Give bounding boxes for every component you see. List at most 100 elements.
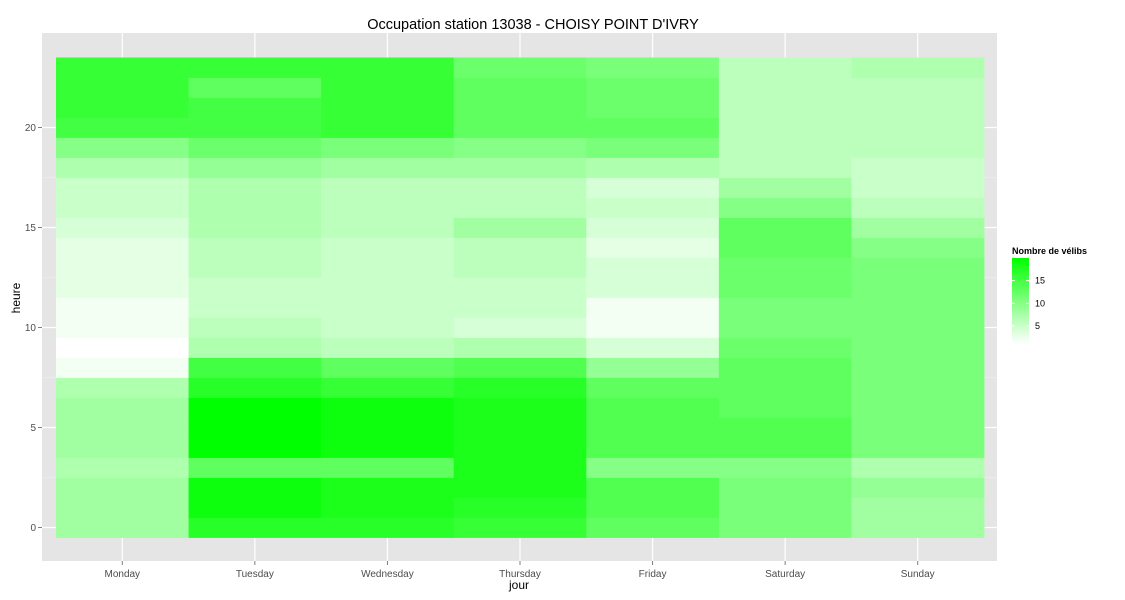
heatmap-cell <box>453 417 587 438</box>
legend-tick-label: 10 <box>1035 298 1045 308</box>
heatmap-cell <box>718 457 852 478</box>
heatmap-cell <box>851 357 985 378</box>
heatmap-cell <box>453 117 587 138</box>
heatmap-cell <box>56 337 189 358</box>
heatmap-cell <box>718 237 852 258</box>
heatmap-cell <box>718 217 852 238</box>
heatmap-cell <box>188 197 322 218</box>
heatmap-cell <box>188 97 322 118</box>
heatmap-cell <box>718 377 852 398</box>
heatmap-cell <box>718 357 852 378</box>
y-tick-label: 15 <box>25 223 37 234</box>
heatmap-cell <box>453 177 587 198</box>
heatmap-cell <box>188 257 322 278</box>
heatmap-cell <box>851 457 985 478</box>
heatmap-cell <box>321 257 455 278</box>
heatmap-cell <box>586 77 720 98</box>
heatmap-cell <box>851 277 985 298</box>
heatmap-cell <box>718 137 852 158</box>
x-tick-label: Monday <box>104 569 140 580</box>
heatmap-cell <box>586 457 720 478</box>
heatmap-cell <box>321 137 455 158</box>
y-tick-label: 10 <box>25 323 37 334</box>
heatmap-cell <box>453 97 587 118</box>
heatmap-cell <box>586 517 720 538</box>
heatmap-cell <box>851 57 985 78</box>
heatmap-cell <box>56 317 189 338</box>
heatmap-cell <box>718 57 852 78</box>
heatmap-cell <box>453 157 587 178</box>
y-tick-label: 5 <box>30 423 36 434</box>
heatmap-cell <box>188 317 322 338</box>
heatmap-cell <box>718 417 852 438</box>
heatmap-cell <box>718 437 852 458</box>
heatmap-cell <box>718 397 852 418</box>
heatmap-cell <box>56 97 189 118</box>
heatmap-cell <box>453 217 587 238</box>
heatmap-cell <box>56 457 189 478</box>
heatmap-cell <box>453 277 587 298</box>
heatmap-cell <box>321 217 455 238</box>
y-axis-title: heure <box>9 282 23 313</box>
heatmap-cell <box>851 517 985 538</box>
heatmap-cell <box>586 97 720 118</box>
heatmap-cell <box>453 457 587 478</box>
heatmap-cell <box>586 157 720 178</box>
heatmap-cell <box>851 497 985 518</box>
y-tick-label: 0 <box>30 523 36 534</box>
heatmap-cell <box>188 517 322 538</box>
heatmap-cell <box>851 337 985 358</box>
heatmap-cell <box>851 417 985 438</box>
heatmap-cell <box>851 377 985 398</box>
legend-title: Nombre de vélibs <box>1012 246 1087 256</box>
heatmap-cell <box>56 57 189 78</box>
heatmap-cell <box>321 117 455 138</box>
heatmap-cell <box>321 277 455 298</box>
heatmap-cell <box>851 137 985 158</box>
heatmap-cell <box>586 417 720 438</box>
heatmap-cell <box>321 317 455 338</box>
heatmap-cell <box>718 77 852 98</box>
heatmap-cell <box>188 357 322 378</box>
heatmap-cell <box>453 337 587 358</box>
heatmap-cell <box>453 317 587 338</box>
heatmap-cell <box>718 497 852 518</box>
heatmap-cell <box>321 377 455 398</box>
heatmap-cell <box>586 57 720 78</box>
heatmap-cell <box>56 117 189 138</box>
heatmap-cell <box>453 197 587 218</box>
heatmap-cell <box>188 417 322 438</box>
y-axis: 0 5 10 15 20 <box>25 123 42 534</box>
heatmap-cell <box>321 477 455 498</box>
heatmap-cell <box>188 157 322 178</box>
heatmap-cell <box>321 457 455 478</box>
heatmap-cell <box>321 337 455 358</box>
heatmap-cell <box>188 237 322 258</box>
legend-tick-label: 5 <box>1035 321 1040 331</box>
heatmap-cell <box>321 57 455 78</box>
heatmap-cell <box>718 97 852 118</box>
heatmap-cell <box>321 297 455 318</box>
heatmap-cell <box>851 77 985 98</box>
heatmap-cell <box>188 217 322 238</box>
heatmap-cell <box>321 437 455 458</box>
legend-color-bar <box>1012 258 1029 344</box>
heatmap-cell <box>453 357 587 378</box>
heatmap-cell <box>851 217 985 238</box>
heatmap-cell <box>851 397 985 418</box>
x-tick-label: Saturday <box>765 569 805 580</box>
x-tick-label: Tuesday <box>236 569 274 580</box>
heatmap-cell <box>586 337 720 358</box>
heatmap-cell <box>321 237 455 258</box>
heatmap-cell <box>718 177 852 198</box>
heatmap-cell <box>321 417 455 438</box>
heatmap-cell <box>453 497 587 518</box>
heatmap-cell <box>188 477 322 498</box>
legend-tick-label: 15 <box>1035 276 1045 286</box>
heatmap-cell <box>586 237 720 258</box>
heatmap-cell <box>851 317 985 338</box>
heatmap-cell <box>321 497 455 518</box>
heatmap-cell <box>188 397 322 418</box>
heatmap-cell <box>321 357 455 378</box>
heatmap-cell <box>586 477 720 498</box>
